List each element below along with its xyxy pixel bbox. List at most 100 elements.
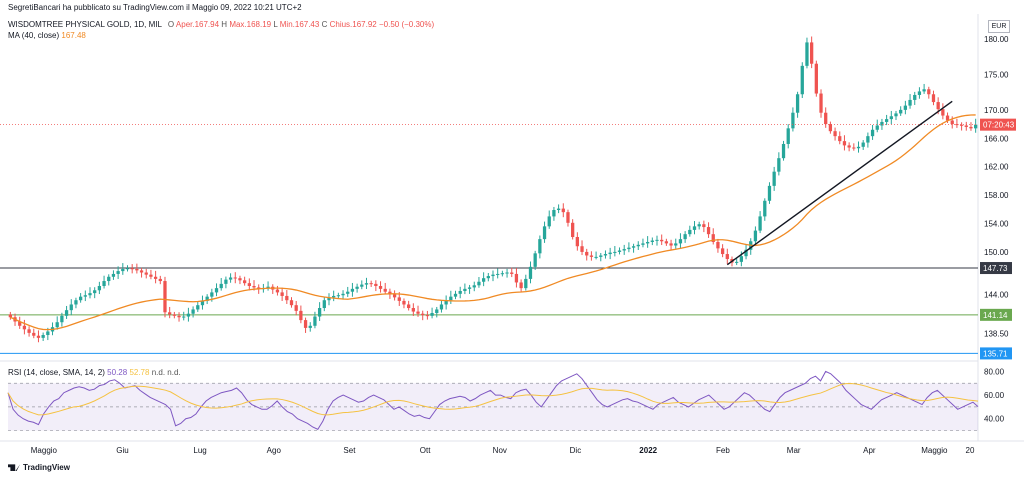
candle-body xyxy=(36,335,41,338)
candle-body xyxy=(927,89,931,95)
candle-body xyxy=(55,322,59,328)
rsi-tick-2: 80.00 xyxy=(984,367,1005,376)
candle-body xyxy=(627,247,631,250)
candle-body xyxy=(477,281,481,286)
candle-body xyxy=(458,290,462,294)
rsi-tick-1: 60.00 xyxy=(984,391,1005,400)
low-value: Min.167.43 xyxy=(279,20,320,29)
candle-body xyxy=(842,141,847,146)
candle-body xyxy=(322,300,326,309)
candle-body xyxy=(875,125,879,130)
candle-body xyxy=(641,243,645,245)
rsi-tick-0: 40.00 xyxy=(984,415,1005,424)
candle-body xyxy=(674,243,678,246)
candle-body xyxy=(407,304,411,309)
candle-body xyxy=(336,295,341,297)
current-price-tag xyxy=(980,118,1016,131)
candle-body xyxy=(758,216,762,231)
candle-body xyxy=(894,113,898,117)
candle-body xyxy=(205,296,209,301)
candle-body xyxy=(116,271,120,274)
candle-body xyxy=(795,94,800,113)
candle-body xyxy=(444,300,448,305)
candle-body xyxy=(435,309,439,313)
candle-body xyxy=(814,63,818,94)
rsi-value: 50.28 xyxy=(107,368,128,377)
candle-body xyxy=(824,112,828,125)
candle-body xyxy=(430,312,434,316)
symbol-legend: WISDOMTREE PHYSICAL GOLD, 1D, MIL O Aper… xyxy=(8,20,434,29)
candle-body xyxy=(186,313,191,317)
candle-body xyxy=(472,285,476,288)
price-tick-8: 175.00 xyxy=(984,70,1009,79)
hline-tag-2 xyxy=(980,347,1012,360)
candle-body xyxy=(669,243,673,246)
rsi-line xyxy=(7,370,979,431)
candle-body xyxy=(585,251,589,256)
candle-body xyxy=(650,240,654,242)
candle-body xyxy=(571,222,575,238)
candle-body xyxy=(561,208,565,213)
candle-body xyxy=(346,291,350,294)
ma-legend: MA (40, close) 167.48 xyxy=(8,31,86,40)
candle-body xyxy=(449,296,453,301)
candle-body xyxy=(889,116,893,120)
candle-body xyxy=(631,246,636,248)
time-tick-2: Lug xyxy=(193,446,206,455)
candle-body xyxy=(355,286,359,289)
candle-body xyxy=(772,171,776,186)
candle-body xyxy=(158,278,162,282)
candle-body xyxy=(608,252,612,255)
candle-body xyxy=(299,310,303,321)
candle-body xyxy=(819,93,823,113)
candle-body xyxy=(552,210,556,217)
candle-body xyxy=(439,304,444,310)
candle-body xyxy=(974,124,978,129)
candle-body xyxy=(838,136,842,142)
tradingview-logo[interactable]: TradingView xyxy=(8,463,70,472)
rsi-label: RSI (14, close, SMA, 14, 2) xyxy=(8,368,105,377)
candle-body xyxy=(421,313,425,316)
candle-body xyxy=(786,128,790,144)
candle-body xyxy=(861,142,865,147)
candle-body xyxy=(388,291,392,295)
open-label: O xyxy=(167,20,175,29)
time-tick-5: Ott xyxy=(420,446,431,455)
ma-line xyxy=(10,114,976,331)
candle-body xyxy=(622,249,626,251)
candle-body xyxy=(617,250,622,252)
candle-body xyxy=(852,147,856,149)
candle-body xyxy=(800,65,804,95)
candle-body xyxy=(317,308,322,317)
candle-body xyxy=(8,314,12,318)
candle-body xyxy=(191,309,195,314)
close-label: C xyxy=(321,20,328,29)
candle-body xyxy=(791,112,795,129)
low-label: L xyxy=(273,20,278,29)
candle-body xyxy=(880,121,884,126)
candle-body xyxy=(735,261,739,263)
publisher-caption: SegretiBancari ha pubblicato su TradingV… xyxy=(8,3,302,12)
candle-body xyxy=(491,274,495,277)
candle-body xyxy=(46,331,50,336)
candle-body xyxy=(810,42,814,64)
candle-body xyxy=(688,229,692,235)
time-tick-13: 20 xyxy=(966,446,975,455)
price-tick-4: 158.00 xyxy=(984,191,1009,200)
candle-body xyxy=(941,109,945,116)
candle-body xyxy=(678,239,683,244)
currency-button[interactable]: EUR xyxy=(988,20,1010,33)
candle-body xyxy=(102,281,106,287)
candle-body xyxy=(955,124,959,126)
candle-body xyxy=(153,276,158,279)
candle-body xyxy=(575,237,579,247)
time-tick-11: Apr xyxy=(863,446,876,455)
candle-body xyxy=(453,293,458,297)
candle-body xyxy=(144,272,148,275)
candle-body xyxy=(683,234,687,240)
candle-body xyxy=(533,253,537,267)
current-price-tag-label: 07:20:43 xyxy=(983,121,1015,130)
candle-body xyxy=(664,241,669,244)
candle-body xyxy=(285,295,289,301)
